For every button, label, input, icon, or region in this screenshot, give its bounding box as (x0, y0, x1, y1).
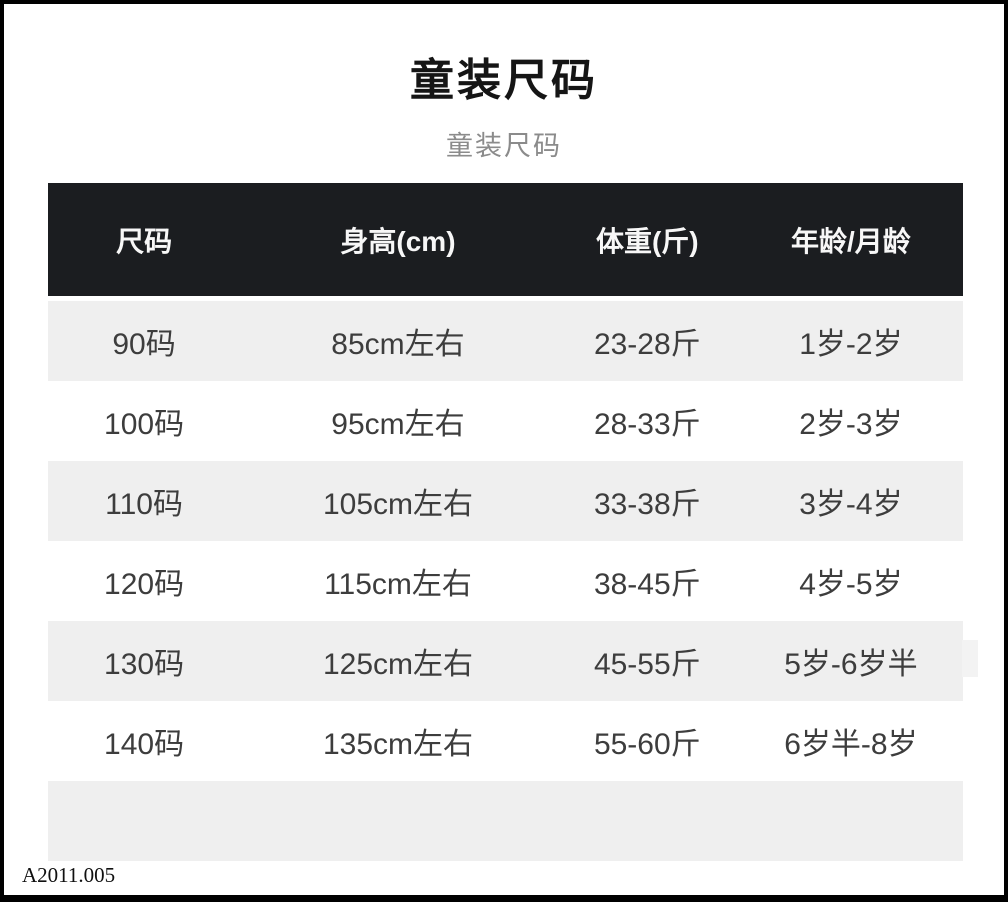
table-cell: 23-28斤 (593, 328, 701, 361)
table-row: 90码 85cm左右 23-28斤 1岁-2岁 (48, 301, 963, 381)
table-row: 130码 125cm左右 45-55斤 5岁-6岁半 (48, 621, 963, 701)
table-cell: 2岁-3岁 (799, 408, 903, 441)
table-cell: 28-33斤 (593, 408, 701, 441)
table-cell: 45-55斤 (593, 648, 701, 681)
page-title: 童装尺码 (410, 56, 598, 105)
table-cell: 135cm左右 (322, 728, 473, 761)
table-cell: 4岁-5岁 (799, 568, 903, 601)
table-cell: 1岁-2岁 (799, 328, 903, 361)
row-edge-notch (962, 640, 978, 677)
table-cell: 100码 (104, 408, 185, 441)
table-body: 90码 85cm左右 23-28斤 1岁-2岁 100码 95cm左右 28-33斤 2岁-3… (48, 301, 963, 781)
table-cell: 130码 (104, 648, 185, 681)
table-cell: 90码 (112, 328, 176, 361)
table-cell: 5岁-6岁半 (784, 648, 918, 681)
table-row: 100码 95cm左右 28-33斤 2岁-3岁 (48, 381, 963, 461)
table-cell: 125cm左右 (322, 648, 473, 681)
table-cell: 6岁半-8岁 (784, 728, 918, 761)
product-code-label: A2011.005 (22, 863, 116, 887)
table-cell: 3岁-4岁 (799, 488, 903, 521)
column-header-height: 身高(cm) (340, 225, 456, 257)
table-cell: 110码 (105, 488, 183, 521)
table-cell: 85cm左右 (331, 328, 465, 361)
table-cell: 105cm左右 (322, 488, 473, 521)
column-header-size: 尺码 (116, 225, 173, 257)
table-header-row: 尺码 身高(cm) 体重(斤) 年龄/月龄 (48, 183, 963, 296)
table-row: 140码 135cm左右 55-60斤 6岁半-8岁 (48, 701, 963, 781)
table-row: 120码 115cm左右 38-45斤 4岁-5岁 (48, 541, 963, 621)
table-cell: 120码 (104, 568, 185, 601)
column-header-age: 年龄/月龄 (791, 225, 911, 257)
table-cell: 55-60斤 (593, 728, 701, 761)
table-row: 110码 105cm左右 33-38斤 3岁-4岁 (48, 461, 963, 541)
size-table: 尺码 身高(cm) 体重(斤) 年龄/月龄 90码 85cm左右 23-28斤 1岁-… (48, 183, 978, 861)
table-cell: 95cm左右 (331, 408, 465, 441)
column-header-weight: 体重(斤) (595, 225, 699, 257)
table-cell: 140码 (104, 728, 185, 761)
table-cell: 38-45斤 (593, 568, 701, 601)
table-empty-row (48, 781, 963, 861)
page-subtitle: 童装尺码 (446, 131, 562, 161)
table-cell: 33-38斤 (593, 488, 701, 521)
table-cell: 115cm左右 (324, 568, 472, 601)
